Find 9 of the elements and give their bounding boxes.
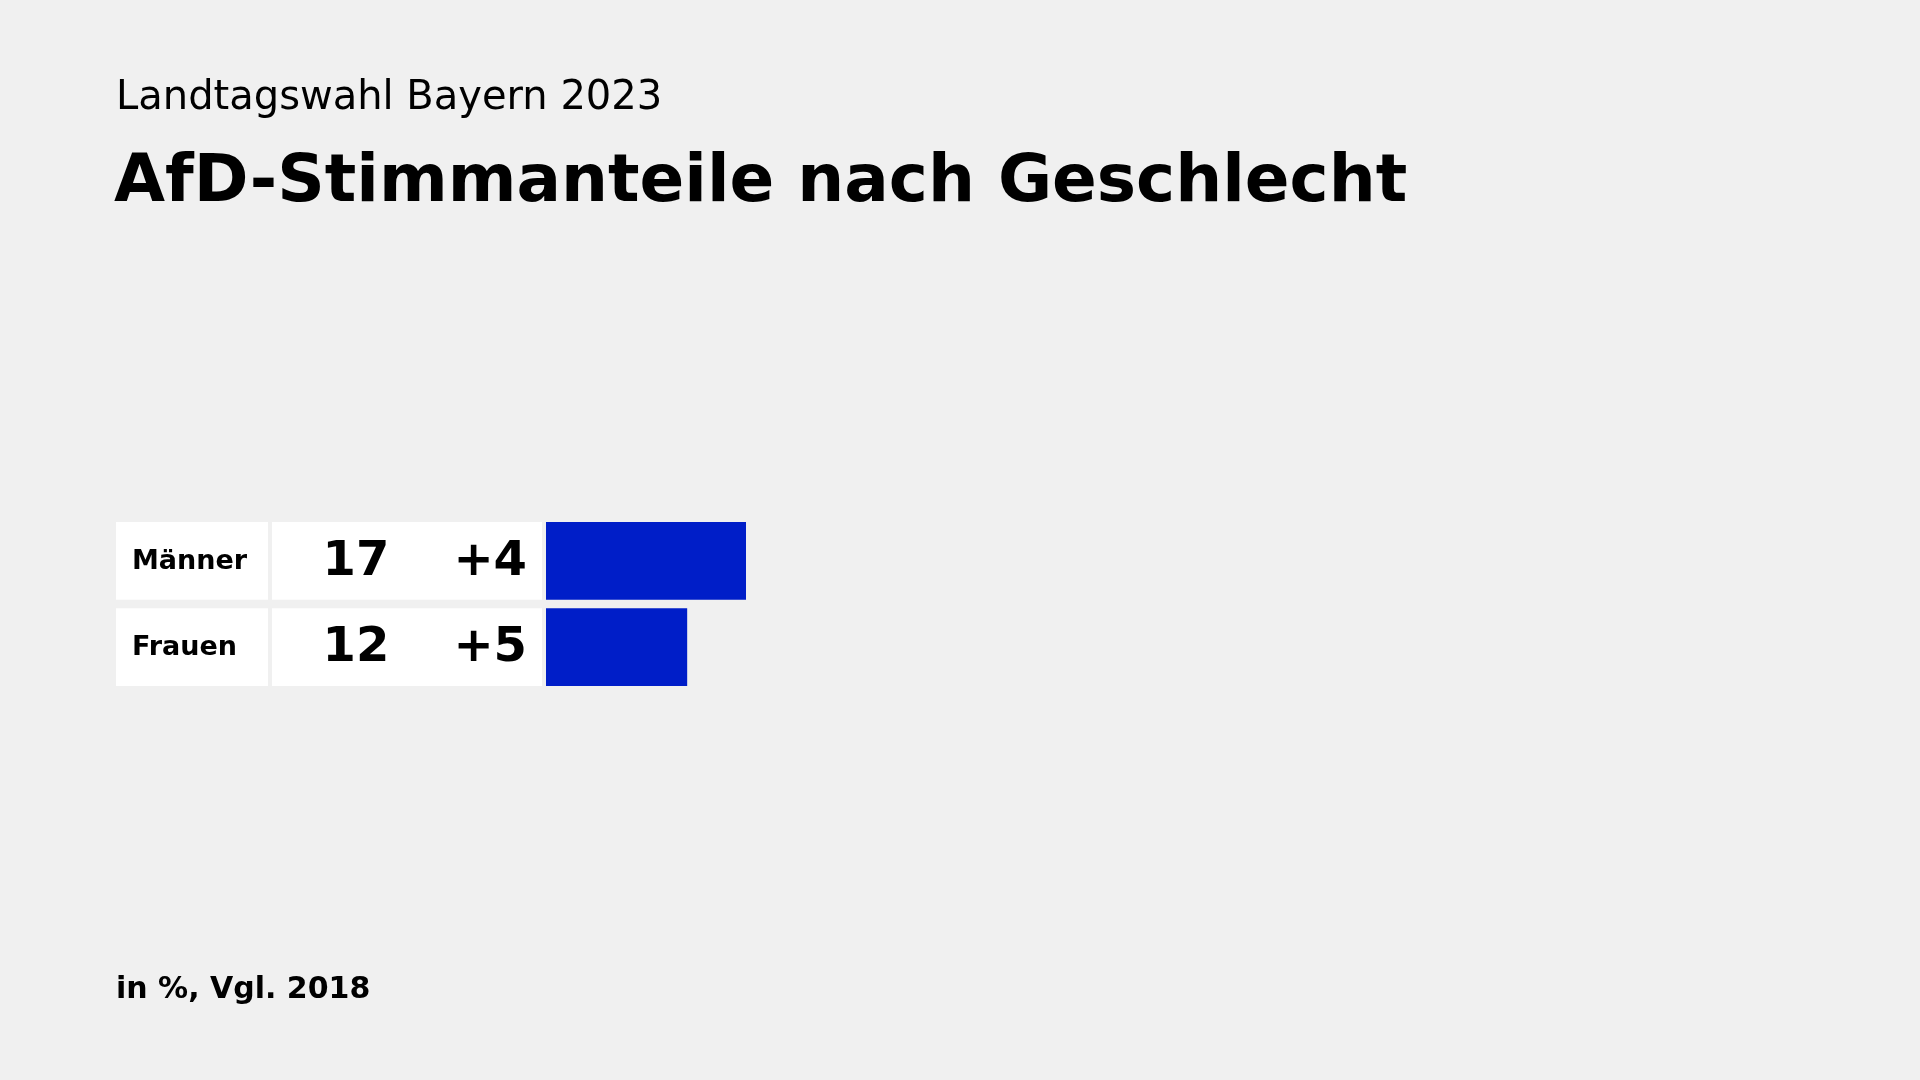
data-label: 17 (322, 529, 390, 586)
text: in %, Vgl. 2018 (116, 970, 371, 1005)
y-tick-label: Männer (132, 543, 248, 575)
text: +4 (453, 529, 527, 586)
chart-subtitle: Landtagswahl Bayern 2023 (116, 72, 663, 118)
y-tick-label: Frauen (132, 630, 238, 662)
data-label: 12 (322, 616, 390, 673)
text: +5 (453, 616, 527, 673)
chart-title: AfD-Stimmanteile nach Geschlecht (114, 140, 1408, 217)
